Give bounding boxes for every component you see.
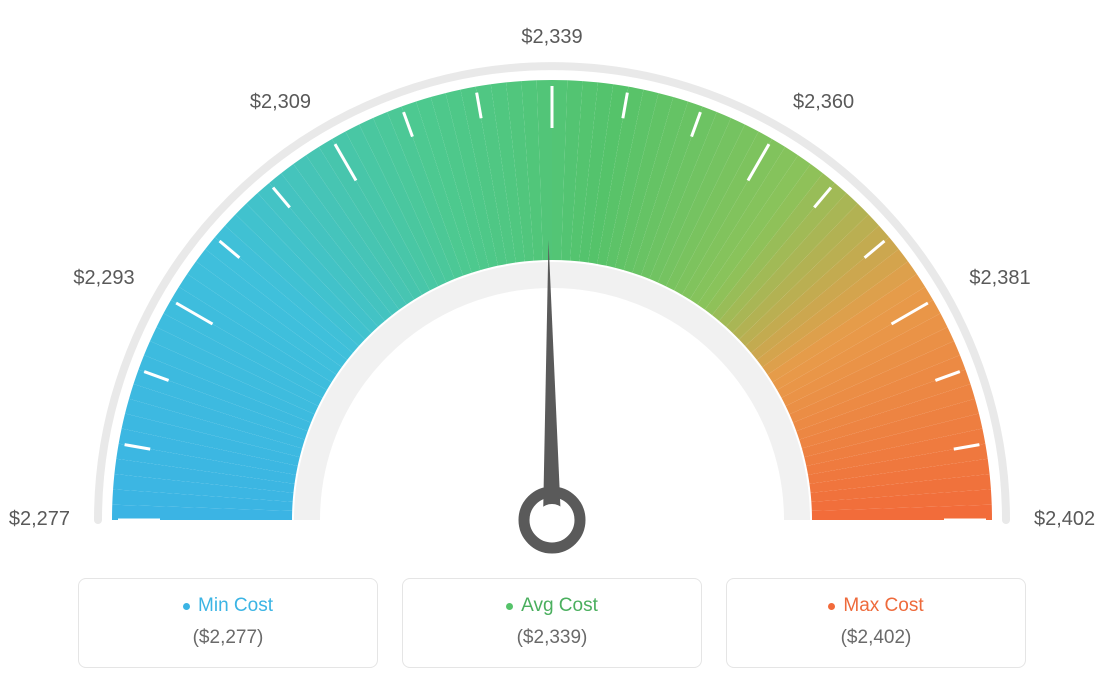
legend-value-avg: ($2,339) xyxy=(423,627,681,649)
gauge-tick-label: $2,381 xyxy=(969,267,1030,290)
legend-label-max: Max Cost xyxy=(843,595,923,617)
dot-icon-max xyxy=(828,603,835,610)
gauge-tick-label: $2,293 xyxy=(65,267,135,290)
legend-title-min: Min Cost xyxy=(183,595,273,617)
legend-title-avg: Avg Cost xyxy=(506,595,598,617)
dot-icon-avg xyxy=(506,603,513,610)
dot-icon-min xyxy=(183,603,190,610)
gauge-tick-label: $2,360 xyxy=(793,91,854,114)
gauge-tick-label: $2,402 xyxy=(1034,508,1095,531)
gauge-tick-label: $2,309 xyxy=(241,91,311,114)
legend-card-max: Max Cost ($2,402) xyxy=(726,578,1026,668)
legend-label-min: Min Cost xyxy=(198,595,273,617)
legend-card-avg: Avg Cost ($2,339) xyxy=(402,578,702,668)
legend-value-min: ($2,277) xyxy=(99,627,357,649)
gauge-svg xyxy=(52,10,1052,570)
legend-title-max: Max Cost xyxy=(828,595,923,617)
gauge-tick-label: $2,339 xyxy=(517,26,587,49)
legend-card-min: Min Cost ($2,277) xyxy=(78,578,378,668)
legend-row: Min Cost ($2,277) Avg Cost ($2,339) Max … xyxy=(78,578,1026,668)
gauge-tick-label: $2,277 xyxy=(0,508,70,531)
legend-value-max: ($2,402) xyxy=(747,627,1005,649)
gauge-chart xyxy=(52,10,1052,570)
legend-label-avg: Avg Cost xyxy=(521,595,598,617)
